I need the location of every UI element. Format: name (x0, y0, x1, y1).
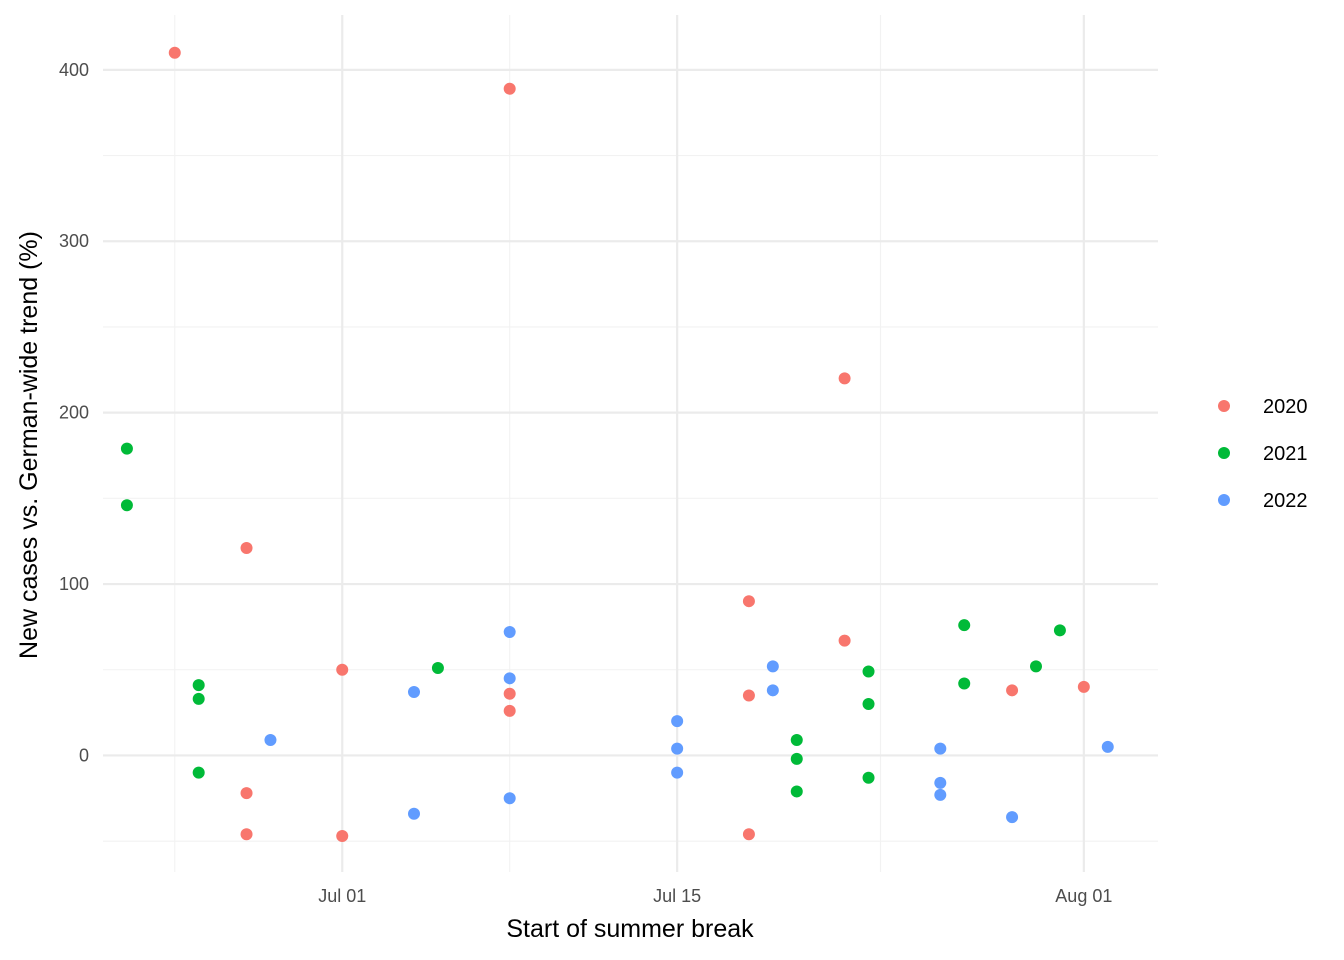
point-2021 (1053, 624, 1066, 637)
legend-key-2020 (1218, 400, 1230, 412)
point-2021 (192, 692, 205, 705)
x-axis-title: Start of summer break (506, 915, 754, 943)
point-2022 (671, 715, 684, 728)
point-2022 (503, 626, 516, 639)
y-tick-label: 0 (79, 745, 89, 765)
legend-key-2021 (1218, 447, 1230, 459)
point-2021 (1029, 660, 1042, 673)
point-2021 (431, 662, 444, 675)
point-2022 (671, 742, 684, 755)
point-2021 (790, 752, 803, 765)
point-2021 (192, 766, 205, 779)
point-2022 (671, 766, 684, 779)
point-2020 (503, 82, 516, 95)
legend-label-2020: 2020 (1263, 396, 1308, 418)
legend: 2020 2021 2022 (1218, 396, 1308, 512)
point-2020 (742, 828, 755, 841)
point-2020 (1006, 684, 1019, 697)
point-2022 (407, 807, 420, 820)
point-2020 (742, 595, 755, 608)
legend-key-2022 (1218, 494, 1230, 506)
grid (103, 15, 1158, 872)
legend-label-2022: 2022 (1263, 490, 1308, 512)
y-tick-label: 100 (59, 574, 89, 594)
point-2020 (503, 704, 516, 717)
point-2022 (1101, 740, 1114, 753)
point-2020 (168, 46, 181, 59)
point-2020 (336, 663, 349, 676)
point-2021 (862, 665, 875, 678)
point-2021 (790, 734, 803, 747)
point-2020 (503, 687, 516, 700)
point-2021 (958, 677, 971, 690)
point-2020 (742, 689, 755, 702)
point-2022 (503, 672, 516, 685)
point-2021 (790, 785, 803, 798)
y-axis-title: New cases vs. German-wide trend (%) (15, 231, 43, 659)
point-2022 (934, 776, 947, 789)
x-tick-label: Aug 01 (1055, 886, 1112, 906)
point-2020 (240, 542, 253, 555)
point-2021 (120, 442, 133, 455)
point-2021 (192, 679, 205, 692)
point-2021 (958, 619, 971, 632)
point-2021 (862, 698, 875, 711)
y-tick-label: 400 (59, 60, 89, 80)
x-axis-ticks: Jul 01 Jul 15 Aug 01 (318, 886, 1112, 906)
point-2022 (407, 686, 420, 699)
point-2020 (240, 828, 253, 841)
point-2022 (503, 792, 516, 805)
point-2022 (264, 734, 277, 747)
y-axis-ticks: 0 100 200 300 400 (59, 60, 89, 766)
point-2020 (240, 787, 253, 800)
y-tick-label: 200 (59, 403, 89, 423)
y-tick-label: 300 (59, 231, 89, 251)
legend-label-2021: 2021 (1263, 443, 1308, 465)
point-2022 (934, 742, 947, 755)
point-2022 (1006, 811, 1019, 824)
point-2022 (934, 788, 947, 801)
point-2020 (336, 830, 349, 843)
x-tick-label: Jul 15 (653, 886, 701, 906)
point-2020 (838, 634, 851, 647)
point-2020 (838, 372, 851, 385)
x-tick-label: Jul 01 (318, 886, 366, 906)
point-2021 (862, 771, 875, 784)
point-2022 (766, 660, 779, 673)
point-2021 (120, 499, 133, 512)
point-2022 (766, 684, 779, 697)
point-2020 (1077, 680, 1090, 693)
data-points (120, 46, 1114, 843)
